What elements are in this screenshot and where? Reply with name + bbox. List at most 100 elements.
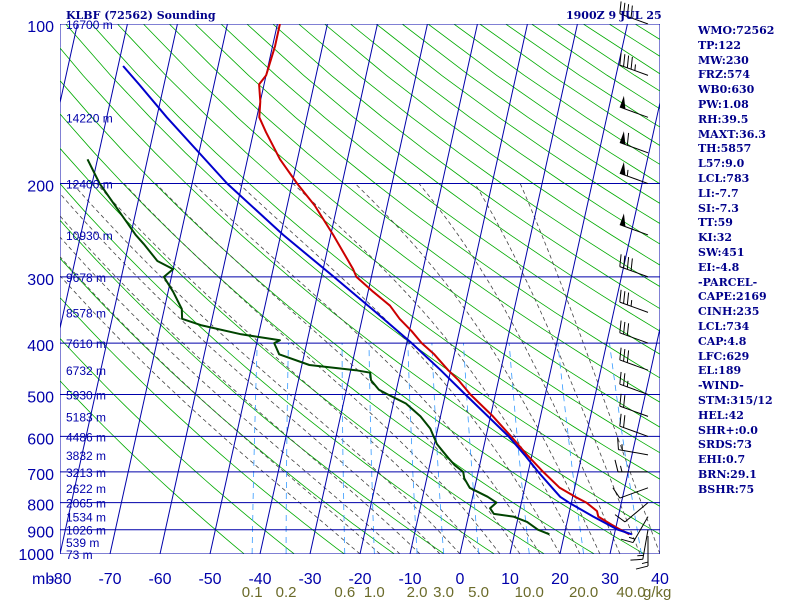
moist-adiabat-line [354,183,601,554]
isotherm-line [60,24,128,331]
wind-barb [619,320,649,344]
height-label: 12400 m [66,178,113,192]
height-label: 3832 m [66,449,106,463]
dry-adiabat-line [60,183,495,554]
index-item: EL:189 [698,364,742,378]
temperature-tick-label: -50 [198,571,221,588]
index-item: KI:32 [698,231,733,245]
wind-barb [617,437,649,456]
temperature-tick-label: 10 [501,571,519,588]
index-item: EHI:0.7 [698,453,746,467]
dry-adiabat-line [194,24,660,379]
wind-barbs-layer [612,1,649,570]
temperature-tick-label: -80 [48,571,71,588]
index-item: TT:59 [698,216,733,230]
index-item: FRZ:574 [698,68,751,82]
dry-adiabat-line [117,24,660,454]
dry-adiabat-line [60,337,295,554]
wind-barb [619,289,649,313]
x-unit-label: mb [32,571,54,588]
index-item: TP:122 [698,38,742,52]
temperature-tick-label: -70 [98,571,121,588]
height-label: 9678 m [66,271,106,285]
index-item: HEL:42 [698,408,744,422]
index-item: MW:230 [698,53,749,67]
dry-adiabat-line [65,24,660,507]
index-item: BRN:29.1 [698,467,757,481]
index-item: PW:1.08 [698,97,749,111]
dry-adiabat-line [60,79,645,554]
isotherm-line [60,24,178,554]
height-label: 73 m [66,548,93,562]
dry-adiabat-line [324,24,660,266]
moist-adiabat-line [238,183,561,554]
dry-adiabat-line [91,24,660,480]
mixing-ratio-label: 20.0 [569,584,598,600]
index-item: CAPE:2169 [698,290,767,304]
wind-barb [619,52,649,76]
index-item: STM:315/12 [698,393,773,407]
mixing-ratio-label: 0.6 [334,584,355,600]
dry-adiabat-line [298,24,660,288]
temperature-line [258,24,630,536]
mixing-ratio-label: 5.0 [468,584,489,600]
height-label: 1534 m [66,511,106,525]
pressure-tick-label: 600 [27,431,54,448]
pressure-tick-label: 400 [27,338,54,355]
index-item: MAXT:36.3 [698,127,766,141]
wind-barb [630,529,649,561]
temperature-tick-label: 30 [601,571,619,588]
mixing-ratio-label: 2.0 [407,584,428,600]
moist-adiabat-line [60,236,401,554]
height-label: 8578 m [66,306,106,320]
height-label: 539 m [66,536,99,550]
height-label: 2065 m [66,497,106,511]
index-item: SI:-7.3 [698,201,739,215]
temperature-tick-label: -60 [148,571,171,588]
valid-time: 1900Z 9 JUL 25 [566,9,662,22]
mixing-ratio-unit: g/kg [643,584,671,600]
index-item: -PARCEL- [698,275,758,289]
wind-barb [619,162,649,185]
wind-barb [619,254,649,278]
moist-adiabat-line [60,275,361,554]
height-label: 2622 m [66,482,106,496]
mixing-ratio-line [285,343,289,554]
dry-adiabat-line [60,296,345,554]
dry-adiabat-line [272,24,660,310]
dewpoint-line [86,158,550,536]
dry-adiabat-line [143,24,660,428]
mixing-ratio-label: 3.0 [433,584,454,600]
pressure-tick-label: 200 [27,179,54,196]
index-item: LCL:734 [698,319,750,333]
index-item: WMO:72562 [698,24,775,37]
mixing-ratio-label: 0.1 [242,584,263,600]
pressure-tick-label: 700 [27,467,54,484]
temperature-tick-label: 20 [551,571,569,588]
pressure-tick-label: 500 [27,389,54,406]
isotherm-line [109,24,228,554]
dry-adiabat-line [246,24,660,332]
wind-barb [619,393,649,417]
index-item: RH:39.5 [698,112,749,126]
wind-barb [619,1,649,25]
dry-adiabat-line [60,147,545,554]
index-item: LFC:629 [698,349,750,363]
pressure-tick-label: 100 [27,19,54,36]
height-label: 10930 m [66,229,113,243]
index-item: CINH:235 [698,305,760,319]
moist-adiabat-line [72,183,461,554]
grid-layer [60,24,660,554]
pressure-tick-label: 800 [27,498,54,515]
dry-adiabat-line [60,47,660,535]
pressure-tick-label: 1000 [18,547,54,564]
pressure-tick-label: 300 [27,272,54,289]
moist-adiabat-line [60,256,381,554]
isotherm-line [409,24,528,554]
mixing-ratio-label: 40.0 [616,584,645,600]
wind-barb [620,516,649,544]
mixing-ratio-line [557,343,584,554]
index-item: SRDS:73 [698,438,752,452]
dry-adiabat-line [60,380,245,554]
